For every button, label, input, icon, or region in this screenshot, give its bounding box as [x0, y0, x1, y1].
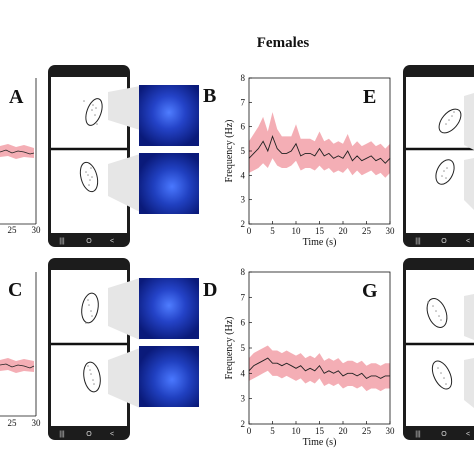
phone-4: ||| O < [403, 258, 474, 440]
x-tick-label: 10 [292, 226, 302, 236]
chart-e: 0 5 10 15 20 25 30 2 3 4 5 6 7 8 Time (s) Frequency (Hz… [224, 73, 395, 248]
y-tick-label: 3 [241, 394, 246, 404]
x-tick-label: 30 [386, 426, 396, 436]
mean-line [248, 357, 390, 379]
zoom-wedge [108, 154, 140, 212]
contact-ellipse [79, 161, 99, 193]
y-tick-label: 4 [241, 368, 246, 378]
back-icon[interactable]: < [110, 238, 114, 245]
spectrogram-image [139, 278, 199, 339]
x-tick-label: 25 [362, 226, 372, 236]
x-tick-label: 30 [386, 226, 396, 236]
home-icon[interactable]: O [441, 431, 447, 438]
confidence-band [249, 345, 390, 392]
y-tick-label: 5 [241, 146, 246, 156]
panel-letter-g: G [362, 280, 378, 302]
y-tick-label: 8 [241, 73, 246, 83]
x-axis-label: Time (s) [303, 437, 337, 448]
partial-tick-top-25: 25 [8, 225, 18, 235]
confidence-band [249, 112, 390, 178]
partial-line-top [0, 149, 35, 155]
contact-ellipse [435, 159, 455, 185]
y-tick-label: 7 [241, 97, 246, 107]
phone-3: ||| O < [403, 65, 474, 247]
spectrogram-image [139, 346, 199, 407]
x-tick-label: 20 [339, 426, 349, 436]
y-tick-label: 2 [241, 219, 246, 229]
zoom-wedge [464, 93, 474, 150]
partial-chart-bottom: 25 30 [0, 272, 41, 428]
figure-title: Females [257, 35, 310, 51]
x-tick-label: 20 [339, 226, 349, 236]
x-tick-label: 15 [315, 226, 325, 236]
zoom-wedge [108, 348, 140, 408]
x-tick-label: 10 [292, 426, 302, 436]
panel-letter-e: E [363, 86, 376, 108]
contact-ellipse [438, 108, 462, 134]
y-tick-label: 8 [241, 267, 246, 277]
y-axis-label: Frequency (Hz) [224, 316, 235, 379]
zoom-wedge [464, 158, 474, 210]
partial-chart-top: 25 30 [0, 78, 41, 235]
panel-letter-b: B [203, 85, 216, 107]
panel-letter-d: D [203, 279, 217, 301]
y-tick-label: 6 [241, 318, 246, 328]
chart-g: 0 5 10 15 20 25 30 2 3 4 5 6 7 8 Time (s) Frequency (Hz… [224, 267, 395, 448]
contact-ellipse [431, 360, 453, 390]
recents-icon[interactable]: ||| [59, 431, 65, 438]
y-tick-label: 4 [241, 170, 246, 180]
back-icon[interactable]: < [466, 431, 470, 438]
x-tick-label: 5 [270, 426, 275, 436]
panel-letter-c: C [8, 279, 22, 301]
y-tick-label: 6 [241, 122, 246, 132]
x-tick-label: 0 [247, 426, 252, 436]
home-icon[interactable]: O [441, 238, 447, 245]
panel-letter-a: A [9, 86, 24, 108]
zoom-wedge [464, 358, 474, 408]
x-tick-label: 0 [247, 226, 252, 236]
recents-icon[interactable]: ||| [415, 238, 421, 245]
zoom-wedge [108, 278, 140, 340]
partial-tick-bottom-25: 25 [8, 418, 18, 428]
y-tick-label: 7 [241, 292, 246, 302]
contact-ellipse [85, 98, 103, 126]
y-axis-label: Frequency (Hz) [224, 119, 235, 182]
x-tick-label: 15 [315, 426, 325, 436]
zoom-wedge [108, 86, 140, 130]
partial-line-bottom [0, 363, 35, 369]
y-tick-label: 3 [241, 195, 246, 205]
zoom-wedge [464, 294, 474, 340]
spectrogram-image [139, 153, 199, 214]
mean-line [248, 135, 391, 164]
x-tick-label: 25 [362, 426, 372, 436]
partial-tick-bottom-30: 30 [32, 418, 42, 428]
home-icon[interactable]: O [86, 238, 92, 245]
recents-icon[interactable]: ||| [415, 431, 421, 438]
recents-icon[interactable]: ||| [59, 238, 65, 245]
y-tick-label: 5 [241, 343, 246, 353]
x-tick-label: 5 [270, 226, 275, 236]
spectrogram-image [139, 85, 199, 146]
contact-ellipse [426, 298, 448, 328]
y-tick-label: 2 [241, 419, 246, 429]
back-icon[interactable]: < [110, 431, 114, 438]
home-icon[interactable]: O [86, 431, 92, 438]
x-axis-label: Time (s) [303, 237, 337, 248]
back-icon[interactable]: < [466, 238, 470, 245]
contact-ellipse [83, 361, 101, 393]
partial-tick-top-30: 30 [32, 225, 42, 235]
contact-ellipse [81, 292, 99, 324]
